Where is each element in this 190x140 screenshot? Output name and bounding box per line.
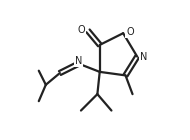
Text: O: O bbox=[78, 25, 85, 35]
Text: O: O bbox=[126, 27, 134, 37]
Text: N: N bbox=[140, 52, 147, 62]
Text: N: N bbox=[75, 56, 82, 66]
